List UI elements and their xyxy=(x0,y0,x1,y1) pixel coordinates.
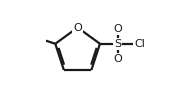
Text: O: O xyxy=(113,54,122,64)
Text: O: O xyxy=(113,24,122,34)
Text: S: S xyxy=(114,39,121,49)
Text: O: O xyxy=(73,23,82,33)
Text: Cl: Cl xyxy=(134,39,145,49)
